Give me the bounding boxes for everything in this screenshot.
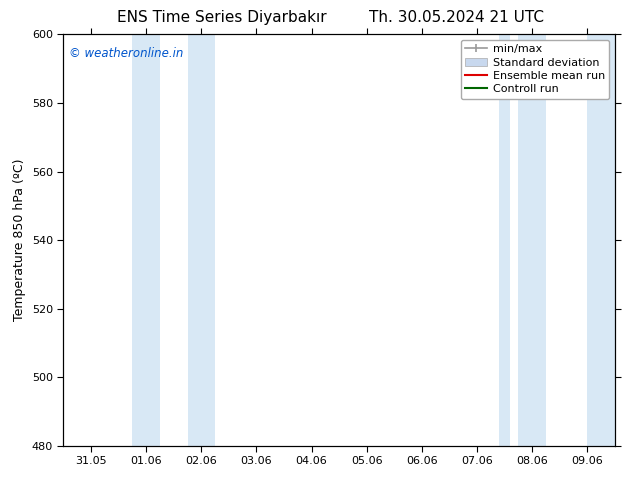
Legend: min/max, Standard deviation, Ensemble mean run, Controll run: min/max, Standard deviation, Ensemble me… (460, 40, 609, 99)
Text: ENS Time Series Diyarbakır: ENS Time Series Diyarbakır (117, 10, 327, 25)
Bar (519, 34, 546, 446)
Text: Th. 30.05.2024 21 UTC: Th. 30.05.2024 21 UTC (369, 10, 544, 25)
Bar (188, 34, 215, 446)
Text: © weatheronline.in: © weatheronline.in (69, 47, 183, 60)
Bar (588, 34, 615, 446)
Bar (499, 34, 510, 446)
Y-axis label: Temperature 850 hPa (ºC): Temperature 850 hPa (ºC) (13, 159, 26, 321)
Bar (133, 34, 160, 446)
